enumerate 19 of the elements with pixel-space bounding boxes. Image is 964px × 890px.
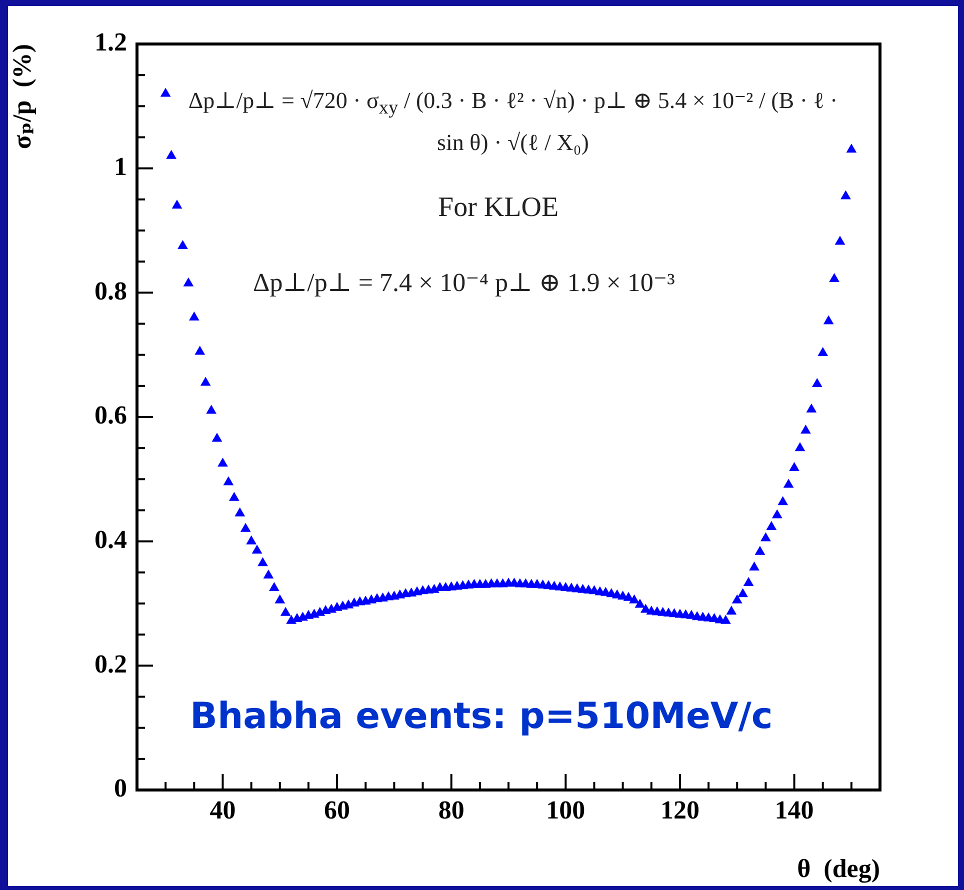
- y-tick-label: 1.2: [94, 28, 127, 57]
- y-axis-title: σₚ/p (%): [7, 44, 36, 150]
- y-tick-label: 0.2: [94, 649, 127, 678]
- annotation: Bhabha events: p=510MeV/c: [190, 696, 773, 737]
- annotation: Δp⊥/p⊥ = 7.4 × 10⁻⁴ p⊥ ⊕ 1.9 × 10⁻³: [253, 268, 675, 298]
- y-tick-label: 0.4: [94, 525, 127, 554]
- x-tick-label: 60: [324, 795, 350, 824]
- x-tick-label: 40: [210, 795, 236, 824]
- x-tick-label: 80: [438, 795, 464, 824]
- x-tick-label: 140: [774, 795, 814, 824]
- y-tick-label: 0.6: [94, 400, 127, 430]
- x-tick-label: 100: [546, 795, 586, 824]
- y-tick-label: 1: [114, 152, 127, 182]
- y-tick-label: 0.8: [94, 276, 127, 306]
- x-tick-label: 120: [660, 795, 700, 824]
- annotation: For KLOE: [438, 192, 559, 224]
- annotation: Δp⊥/p⊥ = √720 · σ$_{xy}$ / (0.3 · B · ℓ² · √n) · p⊥ ⊕ 5.4 × 10⁻² / (B · ℓ · sin θ) · √(ℓ / X₀): [188, 87, 838, 157]
- y-tick-label: 0: [114, 774, 127, 803]
- x-axis-title: θ (deg): [797, 854, 880, 884]
